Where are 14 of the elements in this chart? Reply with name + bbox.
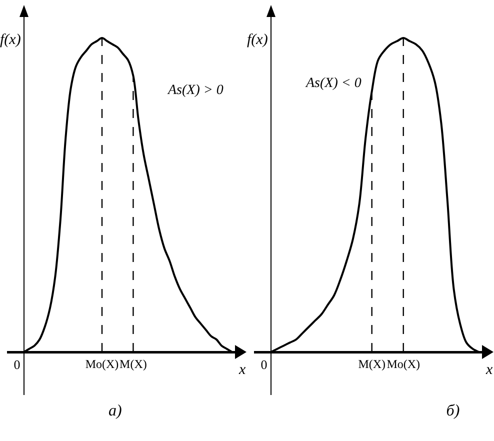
- text: а): [108, 402, 122, 420]
- x-tick-label: Mo(X): [85, 357, 119, 371]
- x-tick-label: M(X): [120, 357, 147, 371]
- text: б): [446, 402, 460, 420]
- annotation: As(X) > 0: [167, 83, 224, 98]
- x-axis-title: x: [238, 362, 246, 378]
- x-axis-title: x: [485, 362, 493, 378]
- y-axis-title: f(x): [0, 32, 21, 48]
- x-tick-label: 0: [14, 357, 20, 372]
- x-tick-label: M(X): [358, 357, 386, 371]
- annotation: As(X) < 0: [305, 76, 362, 91]
- y-axis-title: f(x): [247, 32, 268, 48]
- x-tick-label: 0: [260, 357, 268, 372]
- x-tick-label: Mo(X): [386, 357, 420, 371]
